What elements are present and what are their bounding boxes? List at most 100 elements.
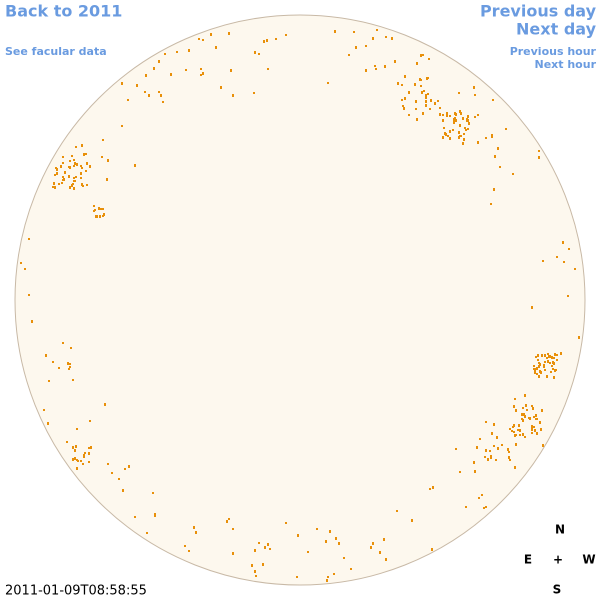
back-link[interactable]: Back to 2011 — [5, 2, 122, 21]
facula — [200, 68, 202, 70]
facula — [538, 365, 540, 368]
facula — [102, 208, 104, 210]
next-day-link[interactable]: Next day — [516, 20, 597, 39]
facula — [326, 579, 328, 582]
facula — [531, 405, 533, 407]
facula — [254, 51, 256, 54]
facula — [578, 336, 580, 339]
facula — [442, 119, 444, 122]
facula — [497, 447, 499, 450]
facula — [452, 129, 454, 131]
facula — [31, 320, 33, 323]
facula — [96, 215, 98, 218]
facula — [442, 136, 444, 139]
facula — [427, 77, 429, 79]
facula — [124, 468, 126, 470]
facula — [86, 162, 88, 165]
facula — [73, 159, 75, 161]
facula — [394, 60, 396, 63]
facula — [554, 369, 556, 372]
facula — [485, 137, 487, 139]
facula — [541, 409, 543, 412]
facula — [507, 448, 509, 451]
facula — [77, 460, 79, 462]
facula — [263, 40, 265, 43]
facula — [403, 107, 405, 110]
next-hour-link[interactable]: Next hour — [535, 58, 597, 71]
facula — [465, 129, 467, 131]
facula — [152, 492, 154, 494]
facula — [24, 268, 26, 270]
facula — [122, 489, 124, 492]
facula — [370, 546, 372, 549]
facula — [48, 380, 50, 382]
facula — [66, 441, 68, 443]
previous-hour-link[interactable]: Previous hour — [510, 45, 597, 58]
facula — [429, 108, 431, 110]
facula — [69, 366, 71, 368]
facula — [531, 432, 533, 434]
facula — [531, 428, 533, 431]
facula — [253, 92, 255, 94]
facula — [327, 82, 329, 84]
facula — [522, 419, 524, 422]
facula — [379, 551, 381, 554]
see-data-link[interactable]: See facular data — [5, 45, 107, 58]
facula — [446, 114, 448, 117]
facula — [83, 456, 85, 458]
facula — [497, 147, 499, 150]
facula — [255, 575, 257, 577]
facula — [536, 367, 538, 370]
facula — [374, 65, 376, 67]
facula — [533, 416, 535, 418]
facula — [534, 372, 536, 374]
facula — [531, 425, 533, 428]
facula — [458, 92, 460, 94]
facula — [493, 445, 495, 447]
facula — [547, 353, 549, 355]
facula — [460, 112, 462, 115]
facula — [73, 177, 75, 179]
facula — [524, 415, 526, 418]
facula — [532, 407, 534, 410]
facula — [544, 369, 546, 371]
facula — [397, 82, 399, 85]
facula — [134, 164, 136, 167]
facula — [523, 413, 525, 416]
facula — [467, 115, 469, 118]
facula — [202, 72, 204, 75]
facula — [267, 68, 269, 70]
facula — [485, 506, 487, 508]
facula — [327, 576, 329, 578]
previous-day-link[interactable]: Previous day — [480, 2, 597, 21]
facula — [54, 186, 56, 189]
facula — [383, 538, 385, 541]
facula — [232, 94, 234, 97]
facula — [425, 94, 427, 97]
facula — [541, 354, 543, 357]
facula — [485, 449, 487, 452]
facula — [74, 457, 76, 460]
facula — [335, 537, 337, 540]
facula — [62, 176, 64, 178]
facula — [307, 551, 309, 553]
facula — [69, 186, 71, 189]
facula — [106, 178, 108, 181]
facula — [552, 368, 554, 370]
facula — [401, 99, 403, 101]
facula — [88, 452, 90, 455]
facula — [544, 361, 546, 363]
facula — [550, 371, 552, 373]
facula — [496, 436, 498, 439]
facula — [101, 156, 103, 158]
facula — [483, 507, 485, 509]
facula — [82, 463, 84, 465]
facula — [494, 155, 496, 158]
facula — [425, 96, 427, 99]
facula — [72, 379, 74, 381]
facula — [463, 133, 465, 135]
facula — [88, 461, 90, 463]
facula — [69, 363, 71, 365]
facula — [535, 414, 537, 417]
facula — [464, 127, 466, 129]
